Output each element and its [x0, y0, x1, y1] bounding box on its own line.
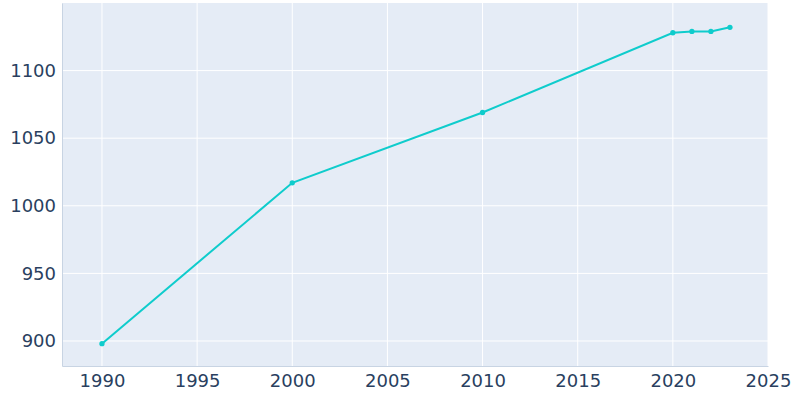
- y-tick-label: 950: [22, 263, 56, 284]
- x-axis: 1990 1995 2000 2005 2010 2015 2020 2025: [63, 366, 792, 391]
- x-grid-line: [482, 3, 483, 366]
- point: [290, 180, 295, 185]
- y-tick-label: 1000: [10, 195, 56, 216]
- y-tick: 1050: [10, 127, 62, 148]
- y-tick: 1000: [10, 195, 62, 216]
- x-axis-line: [63, 366, 769, 367]
- x-tick-label: 1995: [175, 370, 221, 391]
- y-tick: 1100: [10, 60, 62, 81]
- y-axis: 900 950 1000 1050 1100: [10, 4, 62, 367]
- x-tick-label: 1990: [80, 370, 126, 391]
- y-grid-line: [62, 340, 768, 341]
- y-tick-label: 1050: [10, 127, 56, 148]
- y-grid-line: [62, 273, 768, 274]
- x-tick: 2020: [650, 366, 696, 391]
- y-grid-line: [62, 70, 768, 71]
- x-tick: 2000: [270, 366, 316, 391]
- x-tick: 2025: [746, 366, 792, 391]
- marks: [99, 25, 732, 347]
- y-tick: 950: [22, 263, 62, 284]
- point: [689, 29, 694, 34]
- x-tick-label: 2005: [365, 370, 411, 391]
- x-tick-label: 2015: [555, 370, 601, 391]
- x-grid-line: [577, 3, 578, 366]
- x-grid-line: [197, 3, 198, 366]
- x-tick: 1995: [175, 366, 221, 391]
- point: [708, 29, 713, 34]
- point: [480, 110, 485, 115]
- x-grid-line: [101, 3, 102, 366]
- point: [727, 25, 732, 30]
- y-tick-label: 1100: [10, 60, 56, 81]
- x-tick: 2015: [555, 366, 601, 391]
- x-tick: 2010: [460, 366, 506, 391]
- line: [102, 27, 730, 343]
- y-grid-line: [62, 205, 768, 206]
- x-grid-line: [672, 3, 673, 366]
- plot-background: [62, 3, 768, 366]
- plot: 1990 1995 2000 2005 2010 2015 2020 2025 900 950 10…: [10, 3, 791, 391]
- x-tick: 1990: [80, 366, 126, 391]
- x-grid-line: [768, 3, 769, 366]
- grid: [62, 3, 768, 366]
- y-axis-line: [62, 4, 63, 367]
- x-tick-label: 2010: [460, 370, 506, 391]
- y-tick-label: 900: [22, 330, 56, 351]
- x-tick-label: 2025: [746, 370, 792, 391]
- x-tick-label: 2020: [650, 370, 696, 391]
- x-grid-line: [387, 3, 388, 366]
- x-tick-label: 2000: [270, 370, 316, 391]
- x-tick: 2005: [365, 366, 411, 391]
- y-tick: 900: [22, 330, 62, 351]
- chart: 1990 1995 2000 2005 2010 2015 2020 2025 900 950 10…: [0, 0, 800, 400]
- point: [99, 341, 104, 346]
- point: [670, 30, 675, 35]
